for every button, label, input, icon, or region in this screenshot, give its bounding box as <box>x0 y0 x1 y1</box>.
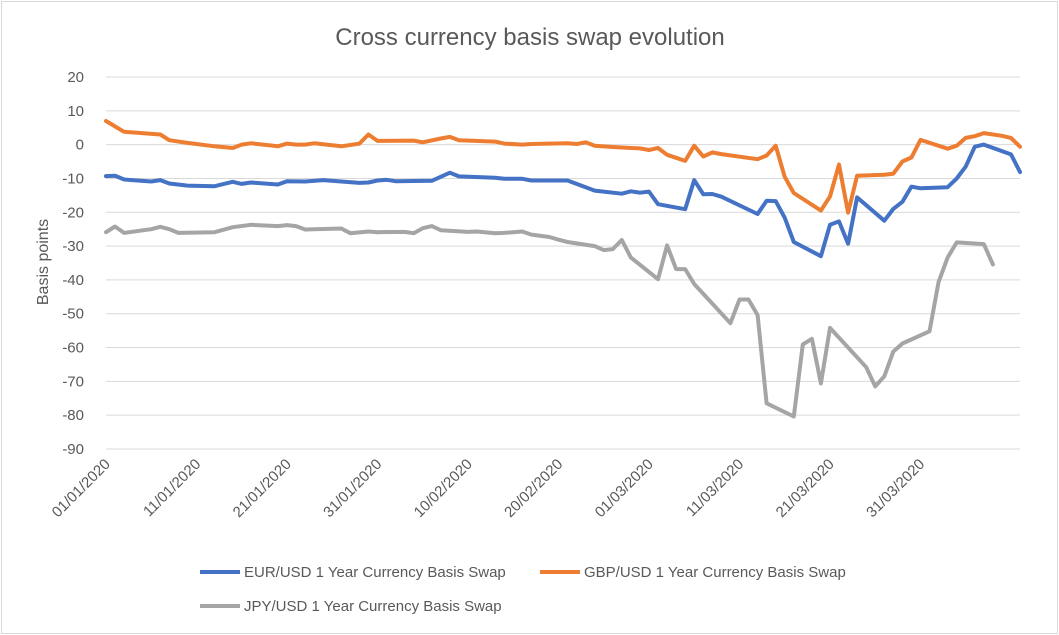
y-tick-label: -90 <box>62 441 84 458</box>
y-tick-label: 20 <box>67 69 84 86</box>
legend: EUR/USD 1 Year Currency Basis Swap GBP/US… <box>200 564 846 615</box>
y-tick-label: -40 <box>62 272 84 289</box>
y-tick-label: -70 <box>62 373 84 390</box>
series-line-eur <box>104 142 1022 259</box>
x-tick-label: 01/03/2020 <box>592 456 657 521</box>
chart-title: Cross currency basis swap evolution <box>335 24 725 51</box>
y-tick-label: -80 <box>62 407 84 424</box>
x-tick-label: 20/02/2020 <box>501 456 566 521</box>
legend-label-jpy: JPY/USD 1 Year Currency Basis Swap <box>244 598 502 615</box>
y-tick-label: -50 <box>62 306 84 323</box>
x-tick-label: 10/02/2020 <box>411 456 476 521</box>
legend-label-eur: EUR/USD 1 Year Currency Basis Swap <box>244 564 506 581</box>
x-tick-label: 11/01/2020 <box>140 456 204 520</box>
series-lines <box>104 119 1022 419</box>
y-axis-ticks: -90 -80 -70 -60 -50 -40 -30 -20 -10 0 10 20 <box>62 69 84 458</box>
gridlines <box>106 76 1020 450</box>
x-tick-label: 21/03/2020 <box>773 456 838 521</box>
x-tick-label: 31/01/2020 <box>320 456 385 521</box>
y-tick-label: 0 <box>76 137 84 154</box>
y-tick-label: -20 <box>62 204 84 221</box>
x-tick-label: 11/03/2020 <box>683 456 747 520</box>
y-tick-label: -10 <box>62 170 84 187</box>
x-tick-label: 31/03/2020 <box>863 456 928 521</box>
legend-label-gbp: GBP/USD 1 Year Currency Basis Swap <box>584 564 846 581</box>
y-tick-label: -30 <box>62 238 84 255</box>
y-tick-label: -60 <box>62 340 84 357</box>
x-tick-label: 01/01/2020 <box>49 456 114 521</box>
y-tick-label: 10 <box>67 103 84 120</box>
x-axis-ticks: 01/01/2020 11/01/2020 21/01/2020 31/01/2020… <box>49 456 929 521</box>
y-axis-title: Basis points <box>35 219 52 305</box>
series-line-gbp <box>104 119 1022 215</box>
x-tick-label: 21/01/2020 <box>230 456 295 521</box>
series-line-jpy <box>104 222 995 419</box>
